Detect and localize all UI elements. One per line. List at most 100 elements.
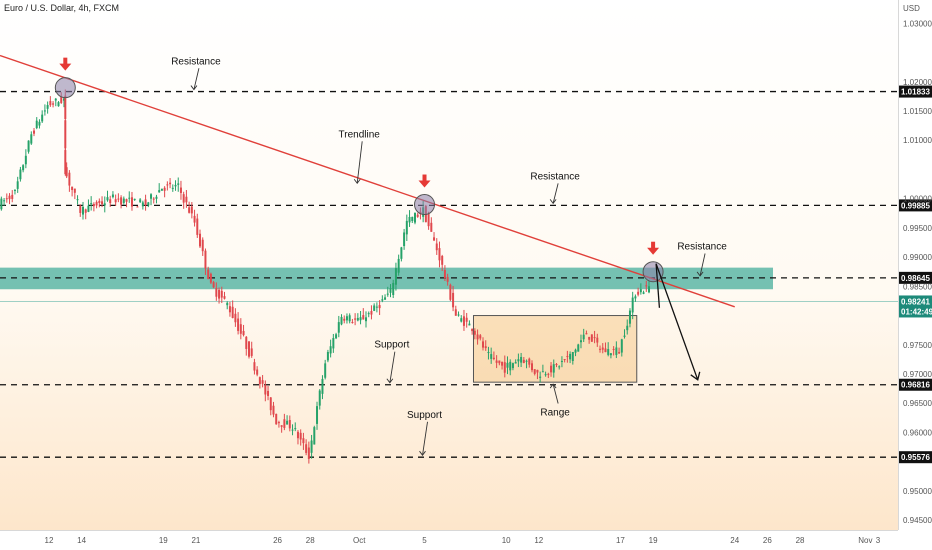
highlight-circle <box>54 77 76 99</box>
candle-body <box>373 305 376 311</box>
trendline <box>0 54 735 308</box>
candle-body <box>196 218 199 235</box>
candle-body <box>242 330 245 336</box>
range-box-layer <box>472 315 638 383</box>
x-tick-label: 28 <box>306 536 315 545</box>
candle-body <box>631 297 634 313</box>
candle-body <box>343 318 346 321</box>
candle-body <box>495 360 498 363</box>
x-tick-label: 10 <box>502 536 511 545</box>
y-tick-label: 0.96500 <box>903 399 932 408</box>
level-price-tag <box>899 199 932 212</box>
x-tick-label: 21 <box>191 536 200 545</box>
candle-body <box>90 203 93 205</box>
plot-background <box>0 0 898 530</box>
level-price-tag <box>899 271 932 284</box>
candle-body <box>648 286 651 293</box>
candle-body <box>179 187 182 193</box>
candle-body <box>604 348 607 353</box>
candle-body <box>574 349 577 353</box>
x-axis[interactable]: 12 14 19 21 26 28 Oct 5 10 12 17 19 24 26 28 Nov 3 <box>45 536 881 545</box>
candle-body <box>128 197 131 199</box>
candle-body <box>8 195 11 200</box>
candle-body <box>182 194 185 203</box>
candle-body <box>239 324 242 334</box>
candle-body <box>280 425 283 427</box>
candle-body <box>544 374 547 376</box>
x-tick-label: 26 <box>763 536 772 545</box>
candle-body <box>403 232 406 247</box>
candle-body <box>125 199 128 202</box>
candle-body <box>354 318 357 320</box>
level-price-label: 1.01833 <box>901 88 930 97</box>
candle-body <box>267 390 270 396</box>
candle-body <box>628 310 631 324</box>
countdown-label: 01:42:49 <box>901 307 932 316</box>
x-tick-label: 3 <box>876 536 881 545</box>
candle-body <box>144 199 147 206</box>
candle-body <box>299 432 302 440</box>
candle-body <box>506 362 509 368</box>
candle-body <box>326 351 329 361</box>
candle-body <box>623 335 626 337</box>
candle-body <box>539 376 542 378</box>
x-tick-label: 14 <box>77 536 86 545</box>
candle-body <box>316 406 319 424</box>
candle-body <box>471 328 474 332</box>
candle-body <box>302 438 305 444</box>
candle-body <box>601 347 604 350</box>
x-tick-label: 28 <box>796 536 805 545</box>
candle-body <box>64 95 67 120</box>
down-arrow-shaft <box>651 241 656 249</box>
candle-body <box>522 359 525 363</box>
candle-body <box>199 233 202 247</box>
candle-body <box>169 182 172 185</box>
x-tick-label: 19 <box>159 536 168 545</box>
candle-body <box>256 369 259 375</box>
annotation-arrowhead <box>696 271 704 277</box>
candle-body <box>454 309 457 316</box>
y-axis[interactable]: 1.03000 1.02000 1.01500 1.01000 1.00000 0.995… <box>903 19 932 525</box>
y-tick-label: 0.97000 <box>903 370 932 379</box>
candle-body <box>68 172 71 186</box>
y-tick-label: 1.01500 <box>903 107 932 116</box>
candle-body <box>484 346 487 349</box>
candle-body <box>62 98 65 101</box>
candle-body <box>117 198 120 200</box>
candle-body <box>250 348 253 356</box>
candle-body <box>27 140 30 152</box>
candle-body <box>152 198 155 200</box>
candle-body <box>155 196 158 199</box>
candle-body <box>579 340 582 343</box>
annotation-arrowhead <box>190 85 198 91</box>
candle-body <box>490 354 493 359</box>
candle-body <box>473 330 476 335</box>
annotation-arrow <box>356 141 363 184</box>
highlight-circle <box>414 194 436 216</box>
down-arrow-shaft <box>63 57 68 65</box>
candle-body <box>283 419 286 428</box>
candle-body <box>79 205 82 213</box>
y-tick-label: 1.01000 <box>903 136 932 145</box>
candle-body <box>87 205 90 212</box>
candle-body <box>528 358 531 365</box>
candle-body <box>501 361 504 366</box>
candle-body <box>550 365 553 373</box>
candle-body <box>438 248 441 261</box>
candle-body <box>452 292 455 308</box>
candle-body <box>329 346 332 354</box>
candle-body <box>114 199 117 203</box>
candle-body <box>52 103 55 105</box>
candle-body <box>569 353 572 360</box>
candle-body <box>174 184 177 187</box>
x-tick-label: 5 <box>422 536 427 545</box>
candle-body <box>378 305 381 309</box>
candle-body <box>231 306 234 318</box>
candle-body <box>552 364 555 373</box>
candle-body <box>563 359 566 361</box>
y-tick-label: 1.02000 <box>903 78 932 87</box>
candle-body <box>305 444 308 453</box>
candle-body <box>639 289 642 293</box>
candle-body <box>348 315 351 322</box>
